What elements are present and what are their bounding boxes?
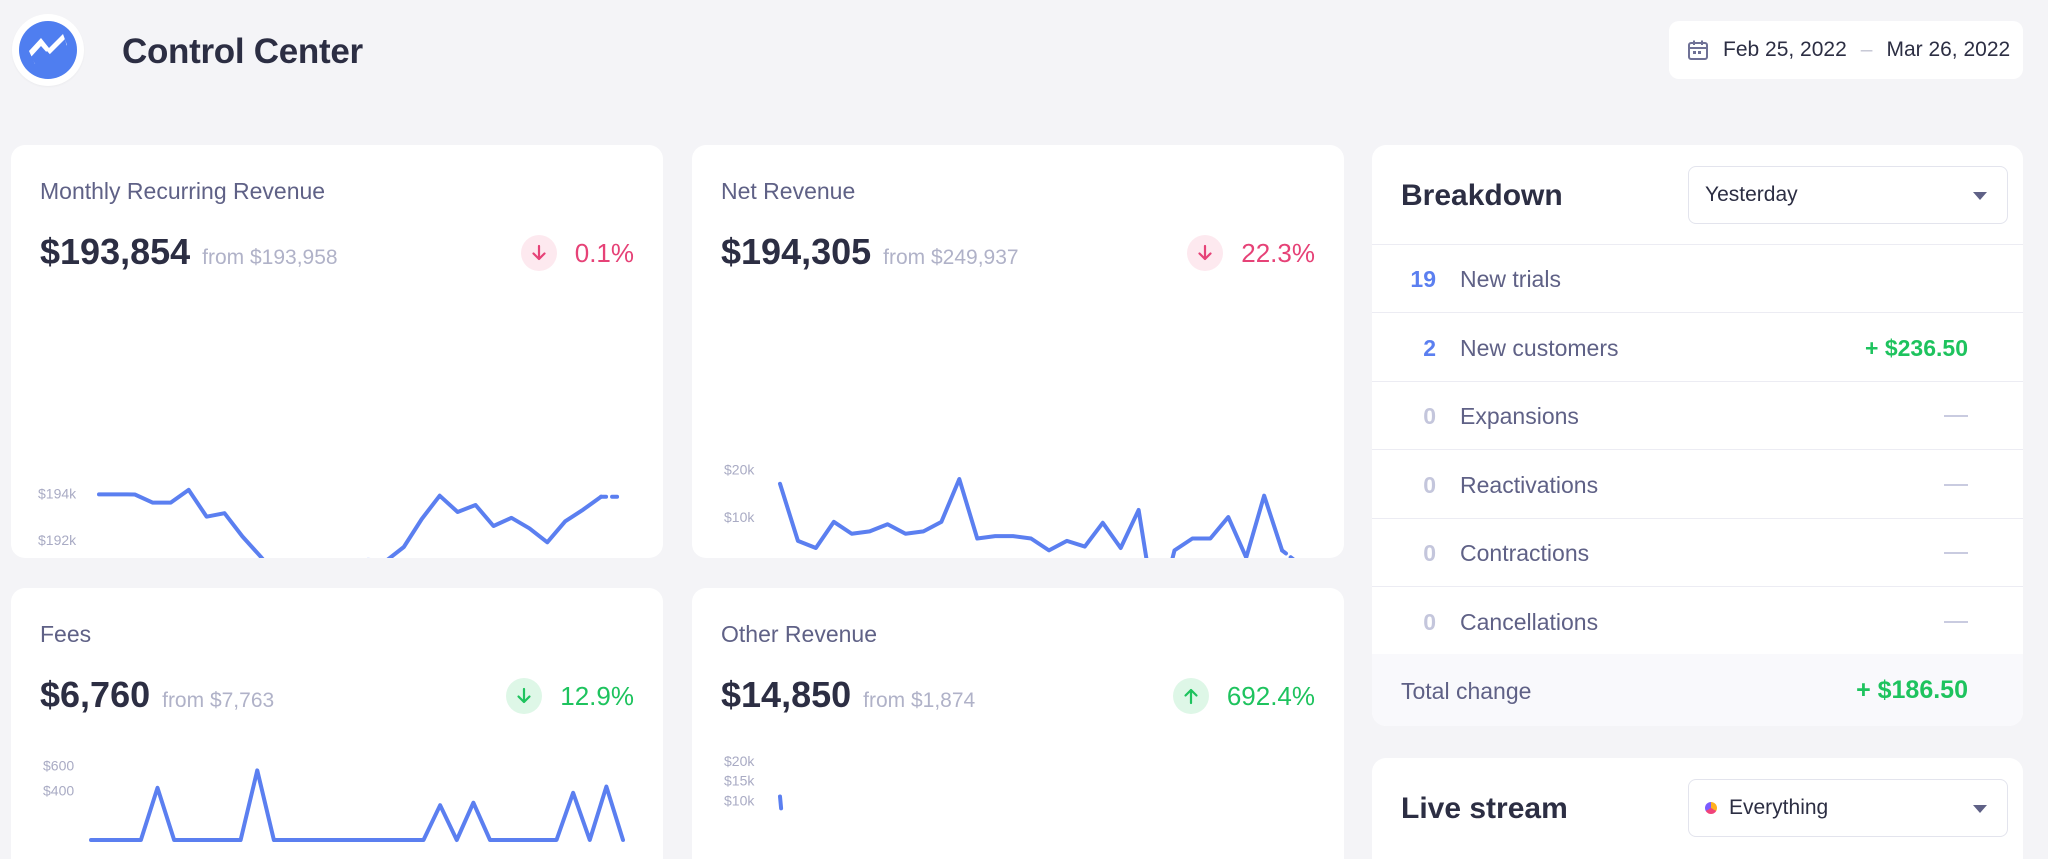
metric-title: Other Revenue <box>721 621 877 647</box>
y-tick-label: $0 <box>724 557 740 558</box>
arrow-up-icon <box>1172 678 1209 714</box>
chevron-down-icon <box>1973 192 1987 200</box>
live-stream-filter-value: Everything <box>1729 796 1829 819</box>
metric-title: Net Revenue <box>721 178 856 204</box>
breakdown-count: 0 <box>1423 540 1436 566</box>
metric-change: 0.1% <box>520 235 634 271</box>
metric-value: $193,854 from $193,958 <box>40 231 338 273</box>
metric-value: $6,760 from $7,763 <box>40 674 274 716</box>
breakdown-period-select[interactable]: Yesterday <box>1688 166 2008 224</box>
metric-value-amount: $194,305 <box>721 231 872 272</box>
metric-value-amount: $14,850 <box>721 674 852 715</box>
breakdown-row[interactable]: 2 New customers + $236.50 <box>1372 314 2023 382</box>
metric-title: Monthly Recurring Revenue <box>40 178 326 204</box>
y-tick-label: $15k <box>724 773 755 789</box>
metric-card-other-revenue[interactable]: Other Revenue $14,850 from $1,874 692.4%… <box>692 588 1344 859</box>
breakdown-row[interactable]: 19 New trials <box>1372 245 2023 313</box>
metric-card-mrr[interactable]: Monthly Recurring Revenue $193,854 from … <box>11 145 663 558</box>
metric-value-amount: $193,854 <box>40 231 191 272</box>
breakdown-title: Breakdown <box>1401 179 1563 212</box>
mrr-chart: $194k$192k$190kFeb 25Mar 1Mar 4Mar 7Mar … <box>38 485 621 558</box>
date-range-picker[interactable]: Feb 25, 2022 – Mar 26, 2022 <box>1669 21 2023 79</box>
series-line <box>97 487 604 558</box>
breakdown-header: Breakdown Yesterday <box>1372 145 2023 245</box>
empty-dash <box>1944 483 1968 486</box>
y-tick-label: $194k <box>38 485 77 501</box>
live-stream-title: Live stream <box>1401 792 1568 825</box>
metric-change: 22.3% <box>1187 235 1315 271</box>
date-end[interactable]: Mar 26, 2022 <box>1886 38 2011 61</box>
breakdown-label: Expansions <box>1460 403 1579 429</box>
fees-chart: $600 $400 <box>43 757 625 842</box>
metric-card-fees[interactable]: Fees $6,760 from $7,763 12.9% $600 $400 <box>11 588 663 859</box>
metric-from: from $249,937 <box>883 246 1019 269</box>
breakdown-label: Cancellations <box>1460 608 1599 635</box>
metric-change: 12.9% <box>506 678 634 714</box>
metric-value: $14,850 from $1,874 <box>721 674 975 716</box>
breakdown-row[interactable]: 0 Reactivations <box>1372 451 2023 519</box>
breakdown-count: 0 <box>1423 608 1436 635</box>
breakdown-row[interactable]: 0 Expansions <box>1372 382 2023 450</box>
breakdown-row[interactable]: 0 Cancellations <box>1372 588 2023 656</box>
projection-line <box>1280 548 1295 558</box>
metric-value: $194,305 from $249,937 <box>721 231 1019 273</box>
metric-change: 692.4% <box>1172 678 1315 714</box>
breakdown-label: Contractions <box>1460 540 1590 566</box>
breakdown-count: 0 <box>1423 403 1436 429</box>
breakdown-count: 2 <box>1423 334 1436 361</box>
metric-from: from $7,763 <box>162 689 275 712</box>
total-amount: + $186.50 <box>1856 676 1968 704</box>
live-stream-panel: Live stream Everything <box>1372 758 2023 859</box>
breakdown-period-value: Yesterday <box>1705 183 1798 206</box>
metric-change-value: 12.9% <box>560 680 634 711</box>
series-line <box>778 477 1285 558</box>
metric-from: from $1,874 <box>863 689 976 712</box>
arrow-down-icon <box>520 235 557 271</box>
y-tick-label: $10k <box>724 509 755 525</box>
metric-card-net-revenue[interactable]: Net Revenue $194,305 from $249,937 22.3%… <box>692 145 1344 558</box>
brand-logo[interactable] <box>12 14 84 86</box>
breakdown-total: Total change + $186.50 <box>1372 654 2023 726</box>
y-tick-label: $20k <box>724 753 755 769</box>
empty-dash <box>1944 552 1968 554</box>
metric-change-value: 0.1% <box>574 237 634 268</box>
breakdown-label: New customers <box>1460 334 1619 361</box>
metric-title: Fees <box>40 621 92 647</box>
chevron-down-icon <box>1973 805 1987 813</box>
y-tick-label: $10k <box>724 792 755 808</box>
y-tick-label: $192k <box>38 532 77 548</box>
metric-from: from $193,958 <box>202 246 338 269</box>
metric-value-amount: $6,760 <box>40 674 151 715</box>
everything-icon <box>1705 802 1717 814</box>
arrow-down-icon <box>506 678 543 714</box>
breakdown-amount: + $236.50 <box>1865 334 1968 361</box>
series-line <box>89 768 625 842</box>
breakdown-panel: Breakdown Yesterday 19 New trials 2 New cus… <box>1372 145 2023 726</box>
y-tick-label: $400 <box>43 782 74 798</box>
metric-change-value: 22.3% <box>1241 237 1315 268</box>
empty-dash <box>1944 415 1968 417</box>
breakdown-count: 19 <box>1410 266 1436 292</box>
metric-change-value: 692.4% <box>1226 680 1315 711</box>
breakdown-label: New trials <box>1460 266 1561 292</box>
y-tick-label: $20k <box>724 462 755 478</box>
series-line <box>778 794 784 811</box>
empty-dash <box>1944 620 1968 623</box>
brand-logo-icon <box>19 21 77 79</box>
breakdown-count: 0 <box>1423 471 1436 498</box>
date-start[interactable]: Feb 25, 2022 <box>1723 38 1847 61</box>
total-label: Total change <box>1401 678 1532 704</box>
arrow-down-icon <box>1187 235 1224 271</box>
live-stream-filter-select[interactable]: Everything <box>1688 779 2008 837</box>
calendar-icon <box>1687 39 1709 61</box>
page-title: Control Center <box>122 32 363 71</box>
date-separator: – <box>1860 38 1873 61</box>
breakdown-label: Reactivations <box>1460 471 1599 498</box>
other-revenue-chart: $20k $15k $10k <box>724 753 784 811</box>
breakdown-row[interactable]: 0 Contractions <box>1372 519 2023 587</box>
net-revenue-chart: $20k$10k$0-$10kFeb 25Mar 1Mar 4Mar 7Mar … <box>724 462 1295 558</box>
y-tick-label: $600 <box>43 757 74 773</box>
